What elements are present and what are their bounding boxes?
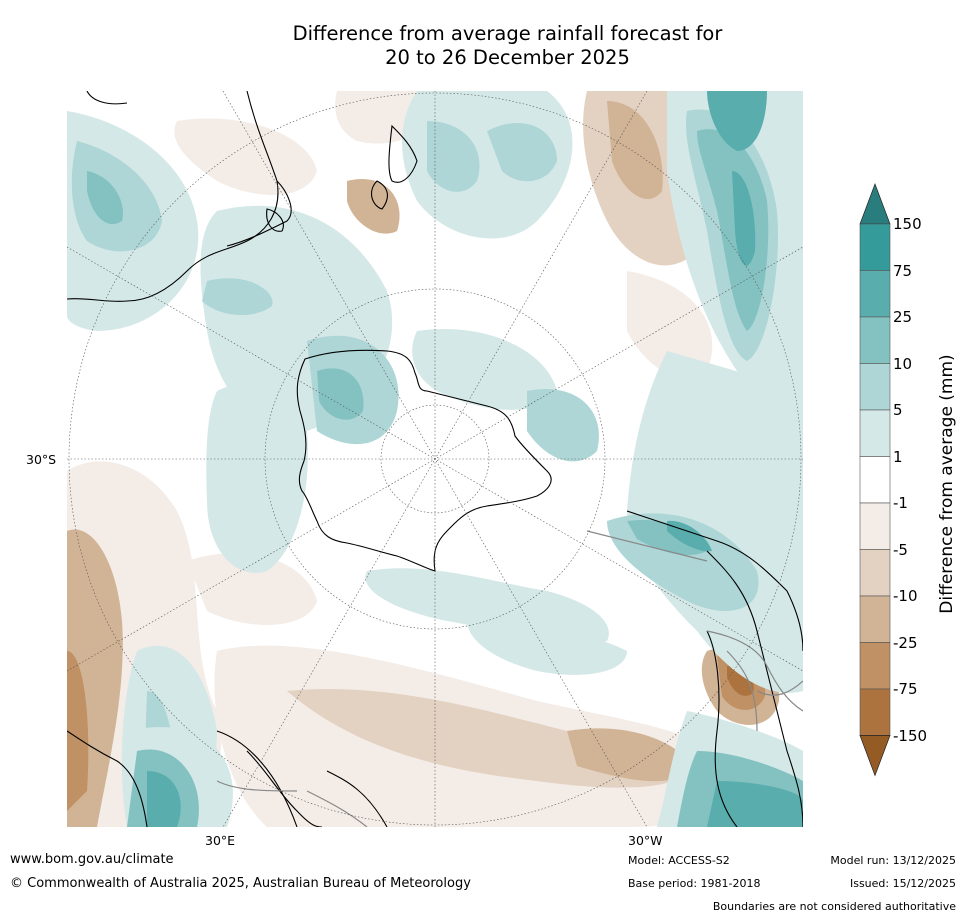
footer-model: Model: ACCESS-S2 (628, 854, 730, 867)
colorbar (859, 183, 891, 777)
colorbar-segment-n1_5 (859, 502, 891, 550)
colorbar-tick-label: 150 (893, 215, 922, 233)
colorbar-segment-n25_75 (859, 642, 891, 690)
colorbar-tick-label: 5 (893, 401, 903, 419)
colorbar-extend-high (859, 183, 891, 225)
colorbar-tick-label: -150 (893, 726, 928, 745)
colorbar-segment-neutral (859, 456, 891, 504)
colorbar-segment-b10_25 (859, 316, 891, 364)
longitude-label-30e: 30°E (205, 833, 236, 848)
wet-anomaly-regions (67, 91, 803, 827)
footer-disclaimer: Boundaries are not considered authoritat… (712, 900, 956, 913)
colorbar-extend-low (859, 735, 891, 777)
latitude-label-30s: 30°S (26, 452, 57, 467)
footer-website: www.bom.gov.au/climate (10, 852, 174, 867)
colorbar-tick-label: -1 (893, 494, 908, 512)
footer-issued: Issued: 15/12/2025 (849, 877, 956, 890)
chart-title-line1: Difference from average rainfall forecas… (292, 22, 723, 45)
colorbar-segment-b75_150 (859, 223, 891, 271)
political-boundaries (216, 530, 803, 827)
footer-model-run: Model run: 13/12/2025 (830, 854, 956, 867)
colorbar-segment-b1_5 (859, 409, 891, 457)
colorbar-segment-b5_10 (859, 363, 891, 411)
longitude-label-30w: 30°W (628, 833, 663, 848)
colorbar-tick-label: -10 (893, 587, 918, 605)
colorbar-tick-label: 1 (893, 447, 903, 466)
colorbar-segment-n10_25 (859, 595, 891, 643)
coastlines (67, 91, 803, 827)
graticule (67, 91, 803, 827)
colorbar-segment-n75_150 (859, 688, 891, 736)
colorbar-tick-label: -25 (893, 633, 918, 652)
footer-base-period: Base period: 1981-2018 (628, 877, 761, 890)
chart-title-line2: 20 to 26 December 2025 (385, 46, 630, 69)
colorbar-segment-n5_10 (859, 549, 891, 597)
colorbar-segment-b25_75 (859, 270, 891, 318)
colorbar-tick-label: 25 (893, 308, 913, 326)
colorbar-tick-label: -75 (893, 680, 918, 698)
rainfall-anomaly-map (67, 91, 803, 827)
footer-copyright: © Commonwealth of Australia 2025, Austra… (10, 876, 471, 891)
colorbar-tick-label: -5 (893, 540, 908, 559)
colorbar-tick-label: 75 (893, 261, 913, 280)
colorbar-label: Difference from average (mm) (937, 354, 957, 614)
colorbar-tick-label: 10 (893, 354, 913, 373)
